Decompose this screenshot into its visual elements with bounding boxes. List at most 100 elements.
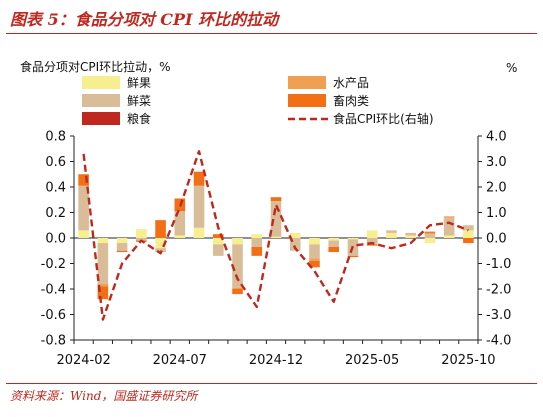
- y-tick-label: 0.2: [45, 206, 66, 221]
- legend-label-grain: 粮食: [127, 111, 151, 126]
- x-tick-label: 2024-07: [153, 353, 207, 368]
- x-tick-label: 2025-10: [441, 353, 495, 368]
- line-layer: [82, 150, 469, 321]
- bars-layer: [78, 171, 474, 300]
- bar-aquatic: [309, 258, 320, 261]
- bar-fresh_fruit: [212, 238, 224, 245]
- y-tick-label: -0.2: [41, 257, 66, 272]
- x-tick-label: 2024-12: [249, 353, 303, 368]
- y-tick-label: 0.6: [45, 155, 66, 170]
- bar-meat: [193, 171, 205, 186]
- source-divider: [6, 383, 537, 384]
- legend-swatch-aquatic: [288, 76, 326, 89]
- title-divider: [6, 33, 537, 34]
- bar-meat: [78, 174, 89, 186]
- bar-fresh_fruit: [232, 238, 243, 245]
- bar-fresh_fruit: [251, 234, 263, 238]
- bar-fresh_fruit: [463, 230, 474, 238]
- bar-aquatic: [424, 232, 436, 235]
- food-cpi-mom-line: [82, 150, 469, 321]
- axes-layer: 0.8 0.6 0.4 0.2 0.0 -0.2 -0.4 -0.6 -0.8 4.0 3.0 2.0…: [41, 130, 512, 369]
- bar-fresh_veg: [270, 201, 282, 237]
- y-tick-label: 0.8: [45, 130, 66, 145]
- bar-fresh_veg: [443, 217, 455, 236]
- bar-fresh_veg: [366, 238, 378, 245]
- bar-fresh_fruit: [309, 238, 320, 245]
- y-tick-label: -0.4: [41, 283, 66, 298]
- y2-tick-label: 0.0: [486, 232, 507, 247]
- y-tick-label: 0.4: [45, 181, 66, 196]
- legend-swatch-fresh_veg: [82, 94, 120, 107]
- bar-fresh_veg: [424, 234, 436, 238]
- bar-fresh_fruit: [347, 238, 359, 240]
- bar-meat: [366, 244, 378, 246]
- y2-tick-label: 2.0: [486, 181, 507, 196]
- y2-tick-label: 3.0: [486, 155, 507, 170]
- bar-fresh_veg: [78, 185, 89, 231]
- bar-fresh_fruit: [270, 236, 282, 238]
- x-tick-label: 2024-02: [56, 353, 110, 368]
- bar-fresh_fruit: [443, 235, 455, 238]
- legend-swatch-grain: [82, 112, 120, 125]
- figure-title: 图表 5：食品分项对 CPI 环比的拉动: [10, 10, 279, 29]
- bar-fresh_fruit: [193, 227, 205, 238]
- bar-meat: [97, 286, 109, 300]
- y-tick-label: 0.0: [45, 232, 66, 247]
- bar-aquatic: [443, 216, 455, 218]
- legend-label-aquatic: 水产品: [333, 76, 369, 90]
- bar-meat: [347, 255, 359, 258]
- bar-fresh_veg: [232, 244, 243, 288]
- y2-tick-label: -3.0: [486, 308, 511, 323]
- bar-fresh_fruit: [424, 238, 436, 244]
- bar-fresh_veg: [386, 230, 397, 233]
- bar-meat: [155, 220, 166, 238]
- bar-fresh_veg: [97, 243, 109, 284]
- bar-meat: [251, 246, 263, 256]
- bar-fresh_veg: [289, 238, 301, 251]
- bar-meat: [116, 250, 128, 253]
- bar-meat: [328, 246, 340, 253]
- bar-fresh_veg: [212, 244, 224, 256]
- legend-swatch-fresh_fruit: [82, 76, 120, 89]
- y2-tick-label: 1.0: [486, 206, 507, 221]
- bar-fresh_fruit: [136, 229, 147, 238]
- bar-meat: [232, 289, 243, 295]
- bar-meat: [424, 231, 436, 233]
- bar-fresh_veg: [155, 248, 166, 253]
- bar-fresh_fruit: [289, 232, 301, 238]
- y-axis-label: 食品分项对CPI环比拉动，%: [20, 59, 171, 74]
- legend-label-fresh_fruit: 鲜果: [127, 76, 151, 90]
- y2-axis-label: %: [506, 61, 517, 75]
- legend-label-meat: 畜肉类: [333, 93, 369, 108]
- bar-meat: [309, 260, 320, 268]
- bar-fresh_veg: [193, 185, 205, 228]
- bar-fresh_veg: [136, 238, 147, 241]
- bar-fresh_fruit: [174, 235, 186, 238]
- y-tick-label: -0.6: [41, 308, 66, 323]
- bar-fresh_veg: [174, 211, 186, 236]
- legend-label-fresh_veg: 鲜菜: [127, 94, 151, 108]
- y2-tick-label: -1.0: [486, 257, 511, 272]
- y-tick-label: -0.8: [41, 334, 66, 349]
- bar-fresh_fruit: [386, 232, 397, 238]
- bar-fresh_veg: [328, 240, 340, 247]
- y2-tick-label: -4.0: [486, 334, 511, 349]
- bar-fresh_fruit: [97, 238, 109, 244]
- bar-fresh_veg: [251, 238, 263, 247]
- bar-aquatic: [232, 287, 243, 289]
- bar-meat: [270, 197, 282, 202]
- bar-fresh_veg: [463, 225, 474, 231]
- y2-tick-label: 4.0: [486, 130, 507, 145]
- y2-tick-label: -2.0: [486, 283, 511, 298]
- bar-fresh_veg: [116, 243, 128, 251]
- bar-fresh_fruit: [116, 238, 128, 244]
- bar-fresh_veg: [309, 244, 320, 259]
- bar-fresh_fruit: [328, 238, 340, 241]
- source-note: 资料来源：Wind，国盛证券研究所: [10, 389, 198, 403]
- x-tick-label: 2025-05: [345, 353, 399, 368]
- legend-swatch-meat: [288, 94, 326, 107]
- bar-meat: [463, 238, 474, 244]
- bar-fresh_veg: [405, 232, 416, 236]
- bar-fresh_fruit: [366, 230, 378, 238]
